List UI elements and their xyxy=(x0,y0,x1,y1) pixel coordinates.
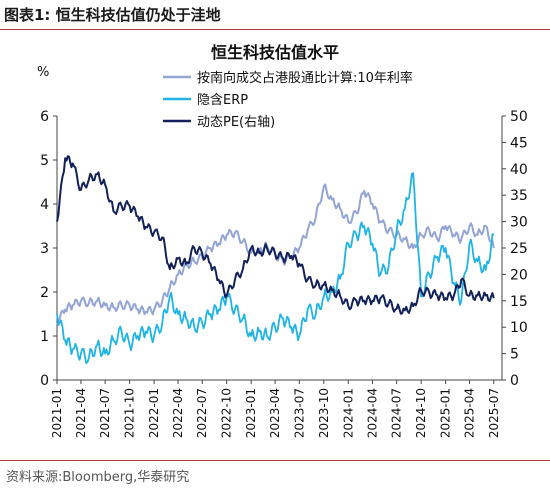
right-tick-label: 5 xyxy=(510,347,519,363)
legend-item-dynamic-pe-label: 动态PE(右轴) xyxy=(197,115,275,130)
right-tick-label: 30 xyxy=(510,215,528,231)
legend-item-ten-year-rate-label: 按南向成交占港股通比计算:10年利率 xyxy=(197,70,413,86)
x-tick-label: 2025-07 xyxy=(487,388,501,438)
left-tick-label: 1 xyxy=(40,329,49,345)
footer-rule xyxy=(0,460,550,461)
x-tick-label: 2024-10 xyxy=(414,388,428,438)
x-tick-label: 2025-01 xyxy=(439,388,453,438)
x-tick-label: 2021-04 xyxy=(74,388,88,438)
dynamic-pe-line xyxy=(56,155,495,315)
source-note: 资料来源:Bloomberg,华泰研究 xyxy=(6,470,190,485)
x-tick-label: 2025-04 xyxy=(463,388,477,438)
x-tick-label: 2023-10 xyxy=(317,388,331,438)
right-tick-label: 45 xyxy=(510,135,528,151)
x-tick-label: 2024-04 xyxy=(365,388,379,438)
left-tick-label: 0 xyxy=(40,373,49,389)
figure-caption: 图表1: 恒生科技估值仍处于洼地 xyxy=(4,6,221,24)
left-tick-label: 3 xyxy=(40,241,49,257)
x-tick-label: 2024-07 xyxy=(390,388,404,438)
header-rule xyxy=(0,29,550,30)
x-tick-label: 2024-01 xyxy=(341,388,355,438)
x-tick-label: 2022-04 xyxy=(171,388,185,438)
valuation-line-chart: 恒生科技估值水平 % 01234560510152025303540455020… xyxy=(37,43,528,438)
x-tick-label: 2022-10 xyxy=(220,388,234,438)
right-tick-label: 15 xyxy=(510,294,528,310)
x-tick-label: 2023-04 xyxy=(268,388,282,438)
legend-item-implied-erp-label: 隐含ERP xyxy=(197,92,248,108)
right-tick-label: 35 xyxy=(510,188,528,204)
x-tick-label: 2023-07 xyxy=(292,388,306,438)
left-tick-label: 4 xyxy=(40,197,49,213)
right-tick-label: 20 xyxy=(510,267,528,283)
x-tick-label: 2022-07 xyxy=(195,388,209,438)
x-tick-label: 2021-01 xyxy=(50,388,64,438)
right-tick-label: 0 xyxy=(510,373,519,389)
x-tick-label: 2021-07 xyxy=(98,388,112,438)
x-tick-label: 2022-01 xyxy=(147,388,161,438)
right-tick-label: 40 xyxy=(510,162,528,178)
left-tick-label: 5 xyxy=(40,153,49,169)
right-tick-label: 50 xyxy=(510,109,528,125)
left-tick-label: 2 xyxy=(40,285,49,301)
x-tick-label: 2021-10 xyxy=(123,388,137,438)
x-tick-label: 2023-01 xyxy=(244,388,258,438)
figure-header: 图表1: 恒生科技估值仍处于洼地 xyxy=(0,0,550,30)
chart-title: 恒生科技估值水平 xyxy=(211,43,339,62)
left-tick-label: 6 xyxy=(40,109,49,125)
right-tick-label: 25 xyxy=(510,241,528,257)
implied-erp-line xyxy=(56,172,495,365)
left-axis-unit: % xyxy=(37,65,49,80)
right-tick-label: 10 xyxy=(510,320,528,336)
